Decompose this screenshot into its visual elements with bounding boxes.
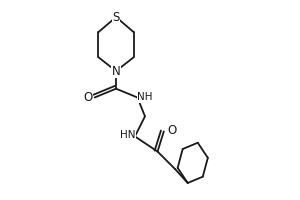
Text: S: S [112, 11, 120, 24]
Text: N: N [112, 65, 120, 78]
Text: O: O [167, 124, 176, 137]
Text: NH: NH [137, 92, 153, 102]
Text: O: O [83, 91, 92, 104]
Text: HN: HN [120, 130, 135, 140]
